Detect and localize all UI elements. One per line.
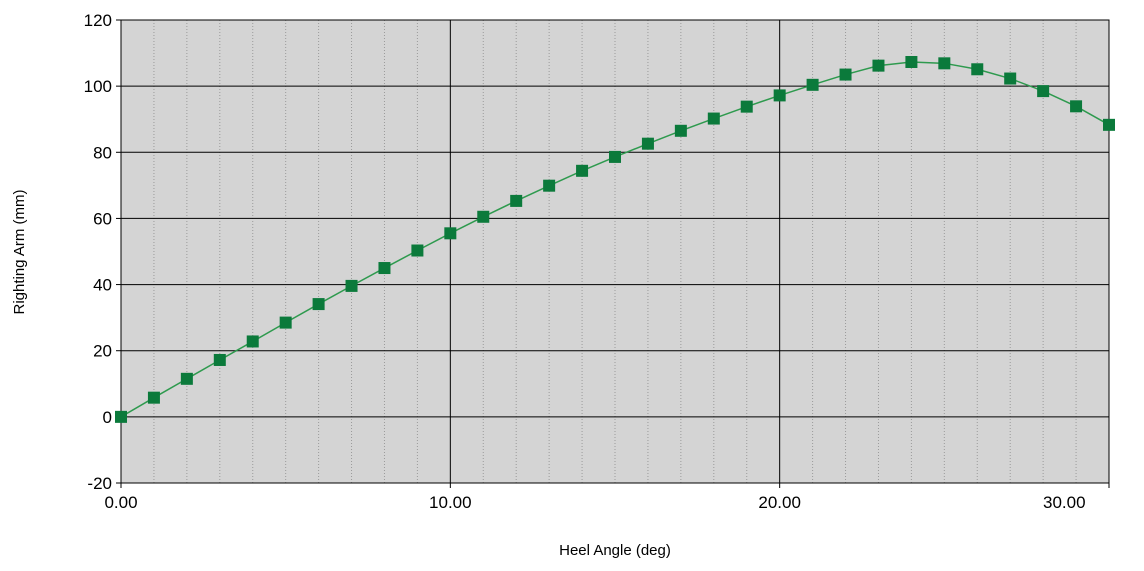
- data-point: [543, 179, 556, 192]
- data-point: [576, 164, 589, 177]
- data-point: [872, 59, 885, 72]
- data-point: [773, 89, 786, 102]
- y-tick-label: 40: [93, 276, 112, 295]
- data-point: [609, 150, 621, 163]
- data-point: [806, 78, 819, 91]
- data-point: [147, 391, 160, 404]
- y-axis-label: Righting Arm (mm): [11, 189, 28, 314]
- plot-border: [120, 19, 1110, 484]
- major-gridlines: [121, 20, 1109, 483]
- y-tick-label: 20: [93, 342, 112, 361]
- data-point: [411, 244, 424, 257]
- data-point: [740, 100, 753, 113]
- data-point: [1037, 85, 1050, 98]
- y-tick-label: 120: [84, 11, 112, 30]
- x-axis: 0.00 10.00 20.00 30.00: [104, 483, 1110, 512]
- y-tick-label: 100: [84, 77, 112, 96]
- data-point: [213, 353, 226, 366]
- data-point: [444, 227, 457, 240]
- data-point: [839, 68, 852, 81]
- data-markers: [115, 56, 1115, 423]
- data-point: [971, 63, 984, 76]
- y-tick-label: 0: [103, 408, 112, 427]
- x-tick-label: 0.00: [104, 493, 137, 512]
- x-tick-label: 10.00: [429, 493, 472, 512]
- data-point: [938, 57, 951, 70]
- data-point: [279, 316, 292, 329]
- data-point: [477, 210, 490, 223]
- data-point: [180, 372, 193, 385]
- data-point: [345, 279, 358, 292]
- data-point: [905, 56, 918, 69]
- data-point: [1070, 100, 1083, 113]
- minor-gridlines: [153, 20, 1077, 483]
- y-tick-label: 80: [93, 143, 112, 162]
- data-point: [246, 335, 259, 348]
- data-point: [115, 410, 127, 423]
- x-axis-label: Heel Angle (deg): [559, 542, 671, 559]
- x-tick-label: 20.00: [758, 493, 801, 512]
- data-point: [510, 194, 523, 207]
- y-tick-label: -20: [87, 474, 112, 493]
- data-point: [1103, 118, 1115, 131]
- x-tick-label: 30.00: [1043, 493, 1086, 512]
- data-point: [674, 124, 687, 137]
- y-tick-label: 60: [93, 209, 112, 228]
- data-point: [641, 137, 654, 150]
- y-axis: -20 0 20 40 60 80 100 120: [84, 11, 121, 493]
- data-point: [1004, 72, 1017, 85]
- data-point: [707, 112, 720, 125]
- data-point: [312, 298, 325, 311]
- data-point: [378, 262, 391, 275]
